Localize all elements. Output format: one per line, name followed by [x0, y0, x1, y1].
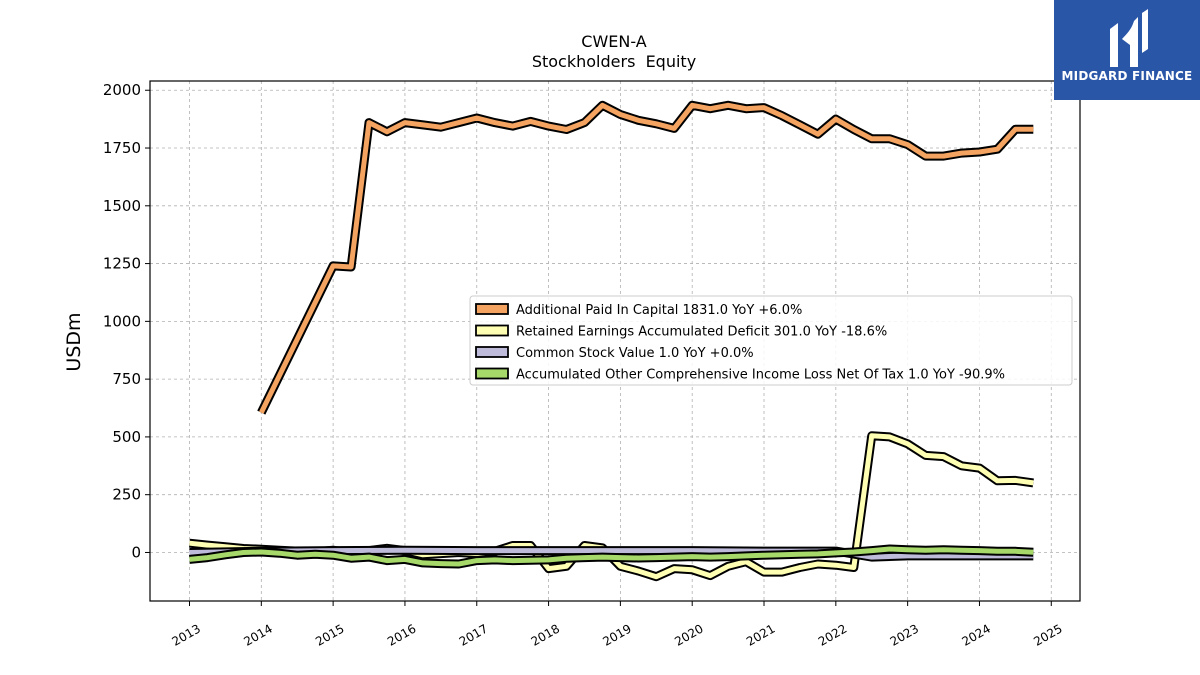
y-tick-label: 500	[112, 428, 141, 446]
x-tick-label: 2016	[385, 621, 418, 648]
y-tick-label: 750	[112, 370, 141, 388]
legend-swatch-1	[475, 324, 509, 337]
legend-box	[469, 295, 1073, 386]
x-tick-label: 2021	[744, 621, 777, 648]
x-tick-label: 2019	[600, 621, 633, 648]
x-axis-ticks: 2013 2014 2015 2016 2017 2018 2019 2020 2021 2022…	[170, 601, 1065, 649]
plot-frame	[149, 80, 1081, 602]
x-tick-label: 2024	[960, 621, 993, 648]
brand-name: MIDGARD FINANCE	[1061, 69, 1193, 83]
x-tick-label: 2013	[170, 621, 203, 648]
y-axis-ticks: 0 250 500 750 1000 1250 1500 1750 2000	[103, 81, 150, 561]
y-tick-label: 0	[131, 543, 141, 561]
x-tick-label: 2018	[529, 621, 562, 648]
legend-swatch-3	[475, 367, 509, 380]
y-tick-label: 2000	[103, 81, 141, 99]
series-line-3	[189, 546, 1034, 567]
logo-mark-icon	[1110, 9, 1148, 67]
y-tick-label: 250	[112, 486, 141, 504]
y-tick-label: 1500	[103, 197, 141, 215]
legend: Additional Paid In Capital 1831.0 YoY +6…	[469, 295, 1073, 386]
legend-swatch-0	[475, 303, 509, 315]
series-line-2	[189, 547, 1034, 560]
y-axis-label: USDm	[63, 312, 85, 371]
x-tick-label: 2020	[672, 621, 705, 648]
brand-logo: MIDGARD FINANCE	[1054, 0, 1200, 100]
legend-label-3: Accumulated Other Comprehensive Income L…	[516, 368, 1005, 383]
legend-label-2: Common Stock Value 1.0 YoY +0.0%	[516, 346, 754, 361]
chart-subtitle: Stockholders Equity	[532, 52, 696, 71]
legend-swatch-2	[475, 346, 509, 358]
legend-label-0: Additional Paid In Capital 1831.0 YoY +6…	[516, 303, 802, 318]
x-tick-label: 2022	[816, 621, 849, 648]
x-tick-label: 2017	[457, 621, 490, 648]
series-lines	[189, 100, 1034, 582]
x-tick-label: 2014	[241, 621, 274, 648]
chart-title: CWEN-A	[581, 32, 646, 51]
series-line-0	[259, 102, 1034, 414]
x-tick-label: 2023	[888, 621, 921, 648]
x-tick-label: 2025	[1031, 621, 1064, 648]
y-tick-label: 1000	[103, 312, 141, 330]
y-tick-label: 1250	[103, 255, 141, 273]
x-tick-label: 2015	[313, 621, 346, 648]
legend-label-1: Retained Earnings Accumulated Deficit 30…	[516, 325, 887, 340]
y-tick-label: 1750	[103, 139, 141, 157]
